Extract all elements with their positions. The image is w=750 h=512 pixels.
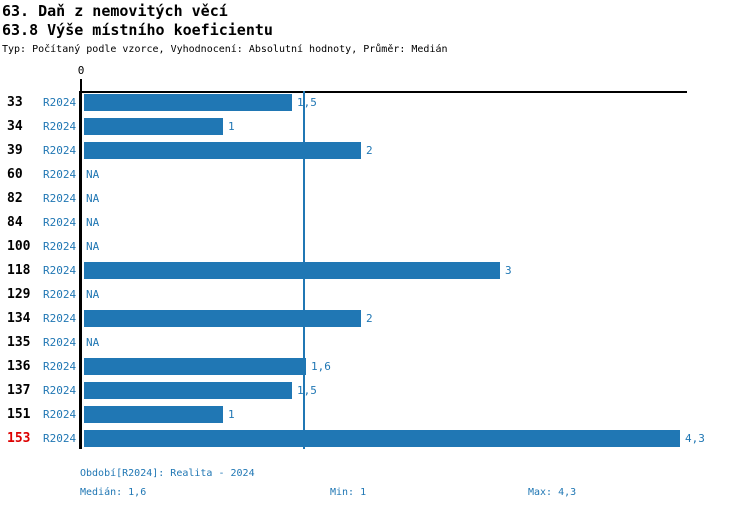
chart-row: 84 R2024 NA [0, 214, 750, 231]
row-category-label: 153 [7, 431, 31, 446]
chart-meta: Typ: Počítaný podle vzorce, Vyhodnocení:… [2, 44, 448, 55]
row-category-label: 84 [7, 215, 23, 230]
chart-title: 63. Daň z nemovitých věcí [2, 2, 228, 20]
na-label: NA [86, 336, 100, 349]
bar-value-label: 4,3 [685, 432, 705, 445]
x-axis-tick [80, 79, 82, 91]
row-category-label: 34 [7, 119, 23, 134]
row-series-label: R2024 [43, 384, 77, 397]
bar-value-label: 3 [505, 264, 512, 277]
row-category-label: 151 [7, 407, 31, 422]
row-category-label: 118 [7, 263, 31, 278]
chart-row: 33 R2024 1,5 [0, 94, 750, 111]
row-series-label: R2024 [43, 96, 77, 109]
row-series-label: R2024 [43, 264, 77, 277]
chart-row: 39 R2024 2 [0, 142, 750, 159]
chart-row: 135 R2024 NA [0, 334, 750, 351]
row-series-label: R2024 [43, 216, 77, 229]
footer-max: Max: 4,3 [528, 487, 577, 498]
na-label: NA [86, 288, 100, 301]
footer-median: Medián: 1,6 [80, 487, 147, 498]
row-category-label: 100 [7, 239, 31, 254]
row-category-label: 136 [7, 359, 31, 374]
bar [84, 94, 292, 111]
row-series-label: R2024 [43, 144, 77, 157]
bar [84, 262, 500, 279]
x-axis-zero-label: 0 [77, 64, 85, 77]
bar-value-label: 2 [366, 144, 373, 157]
chart-row: 151 R2024 1 [0, 406, 750, 423]
row-category-label: 135 [7, 335, 31, 350]
row-category-label: 137 [7, 383, 31, 398]
bar-value-label: 2 [366, 312, 373, 325]
bar-value-label: 1,5 [297, 96, 317, 109]
row-series-label: R2024 [43, 192, 77, 205]
chart-row: 60 R2024 NA [0, 166, 750, 183]
row-category-label: 129 [7, 287, 31, 302]
bar-value-label: 1 [228, 408, 235, 421]
bar [84, 118, 223, 135]
bar-value-label: 1,6 [311, 360, 331, 373]
row-series-label: R2024 [43, 432, 77, 445]
row-series-label: R2024 [43, 120, 77, 133]
chart-subtitle: 63.8 Výše místního koeficientu [2, 21, 273, 39]
footer-min: Min: 1 [330, 487, 367, 498]
chart-row: 134 R2024 2 [0, 310, 750, 327]
chart-row: 100 R2024 NA [0, 238, 750, 255]
bar [84, 382, 292, 399]
bar-value-label: 1 [228, 120, 235, 133]
bar-value-label: 1,5 [297, 384, 317, 397]
na-label: NA [86, 240, 100, 253]
footer-period: Období[R2024]: Realita - 2024 [80, 468, 255, 479]
row-series-label: R2024 [43, 312, 77, 325]
row-category-label: 82 [7, 191, 23, 206]
na-label: NA [86, 168, 100, 181]
bar [84, 310, 361, 327]
chart-row: 82 R2024 NA [0, 190, 750, 207]
chart-row: 153 R2024 4,3 [0, 430, 750, 447]
chart-row: 34 R2024 1 [0, 118, 750, 135]
row-category-label: 33 [7, 95, 23, 110]
chart-row: 136 R2024 1,6 [0, 358, 750, 375]
row-category-label: 60 [7, 167, 23, 182]
bar [84, 142, 361, 159]
row-series-label: R2024 [43, 360, 77, 373]
chart-row: 118 R2024 3 [0, 262, 750, 279]
chart-row: 129 R2024 NA [0, 286, 750, 303]
y-axis-line [79, 91, 82, 449]
bar [84, 406, 223, 423]
row-category-label: 134 [7, 311, 31, 326]
row-series-label: R2024 [43, 168, 77, 181]
bar [84, 430, 680, 447]
chart-row: 137 R2024 1,5 [0, 382, 750, 399]
bar [84, 358, 306, 375]
row-series-label: R2024 [43, 288, 77, 301]
x-axis-line [79, 91, 687, 93]
row-series-label: R2024 [43, 336, 77, 349]
row-series-label: R2024 [43, 240, 77, 253]
row-series-label: R2024 [43, 408, 77, 421]
row-category-label: 39 [7, 143, 23, 158]
na-label: NA [86, 216, 100, 229]
na-label: NA [86, 192, 100, 205]
